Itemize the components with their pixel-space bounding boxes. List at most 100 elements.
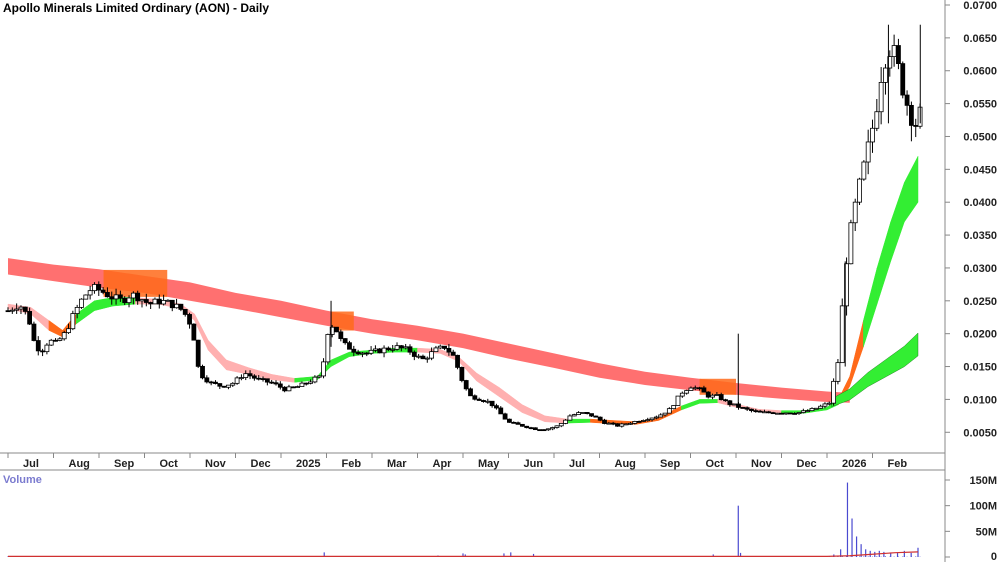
candle-body [169, 299, 175, 309]
candle-body [251, 375, 257, 379]
candle-body [865, 141, 871, 163]
candle-body [684, 390, 690, 394]
candle-body [178, 303, 184, 310]
candle-body [61, 332, 67, 340]
candle-body [878, 82, 884, 113]
candle-body [753, 410, 759, 413]
candle-body [269, 381, 275, 384]
candle-body [813, 407, 819, 410]
candle-body [870, 127, 875, 143]
candle-body [299, 382, 305, 387]
candle-body [377, 348, 383, 354]
candle-body [174, 303, 179, 309]
candle-body [831, 380, 836, 404]
candle-body [710, 394, 715, 398]
candle-body [494, 405, 499, 409]
candle-body [347, 342, 352, 350]
candle-body [156, 298, 162, 305]
candle-body [122, 297, 128, 304]
price-panel [5, 24, 923, 432]
candle-body [839, 305, 845, 364]
volume-panel [7, 482, 921, 557]
candle-body [40, 350, 45, 353]
candle-body [53, 339, 58, 342]
candle-body [27, 311, 33, 325]
candle-body [66, 328, 71, 334]
candle-body [550, 427, 556, 430]
candle-body [610, 422, 616, 425]
candle-body [904, 94, 910, 106]
short-ma-band-segment [699, 399, 719, 404]
candle-body [360, 352, 365, 355]
candle-body [697, 387, 702, 390]
candle-body [489, 400, 495, 407]
candle-body [602, 419, 607, 424]
candle-body [450, 351, 456, 356]
candle-body [385, 347, 391, 351]
candle-body [567, 415, 573, 421]
candle-body [619, 423, 625, 427]
candle-body [14, 308, 20, 311]
month-tick-label: Feb [342, 458, 362, 470]
candle-body [883, 67, 888, 83]
volume-tick-label: 0 [991, 551, 997, 562]
candle-body [83, 294, 89, 300]
month-tick-label: Aug [615, 458, 636, 470]
candle-body [796, 412, 802, 415]
candle-body [200, 365, 205, 379]
candle-body [273, 382, 279, 385]
candle-body [844, 263, 849, 307]
candle-body [502, 413, 508, 420]
candle-body [321, 361, 326, 377]
candle-body [31, 323, 37, 341]
candle-body [463, 380, 469, 390]
candle-body [541, 429, 547, 432]
candle-body [22, 306, 28, 312]
candle-body [351, 348, 357, 353]
month-tick-label: Nov [205, 458, 227, 470]
candle-body [187, 314, 192, 325]
candle-body [109, 296, 115, 300]
month-tick-label: Nov [751, 458, 773, 470]
candle-body [87, 290, 93, 296]
candle-body [234, 377, 240, 384]
candle-body [563, 419, 569, 424]
candle-body [117, 294, 123, 299]
price-tick-label: 0.0200 [963, 329, 997, 341]
candle-body [152, 298, 158, 305]
candle-body [100, 289, 106, 293]
candle-body [221, 385, 227, 388]
candle-body [507, 418, 512, 423]
candle-body [671, 405, 677, 410]
candle-body [645, 419, 651, 422]
candle-body [355, 351, 361, 355]
candle-body [714, 394, 720, 396]
candle-body [256, 377, 262, 380]
candle-body [701, 387, 707, 393]
candle-body [290, 386, 296, 389]
month-tick-label: Dec [797, 458, 817, 470]
long-ma-band-area [8, 258, 850, 403]
price-tick-label: 0.0500 [963, 131, 997, 143]
candle-body [57, 338, 63, 341]
candle-body [312, 376, 318, 383]
price-tick-label: 0.0050 [963, 427, 997, 439]
candle-body [217, 383, 223, 387]
month-tick-label: Aug [69, 458, 90, 470]
candle-body [18, 306, 24, 310]
candle-body [139, 299, 145, 302]
candle-body [282, 386, 288, 392]
candle-body [641, 420, 646, 422]
candle-body [416, 355, 422, 358]
candle-body [891, 45, 897, 58]
candle-body [532, 427, 538, 431]
mid-ma-band [831, 332, 919, 407]
candle-body [558, 423, 564, 427]
candle-body [213, 381, 218, 384]
candle-body [277, 383, 283, 388]
candle-body [260, 378, 266, 380]
candle-body [161, 300, 167, 305]
long-ma-band [8, 258, 850, 403]
volume-average-line [8, 551, 919, 557]
candle-body [861, 161, 867, 180]
